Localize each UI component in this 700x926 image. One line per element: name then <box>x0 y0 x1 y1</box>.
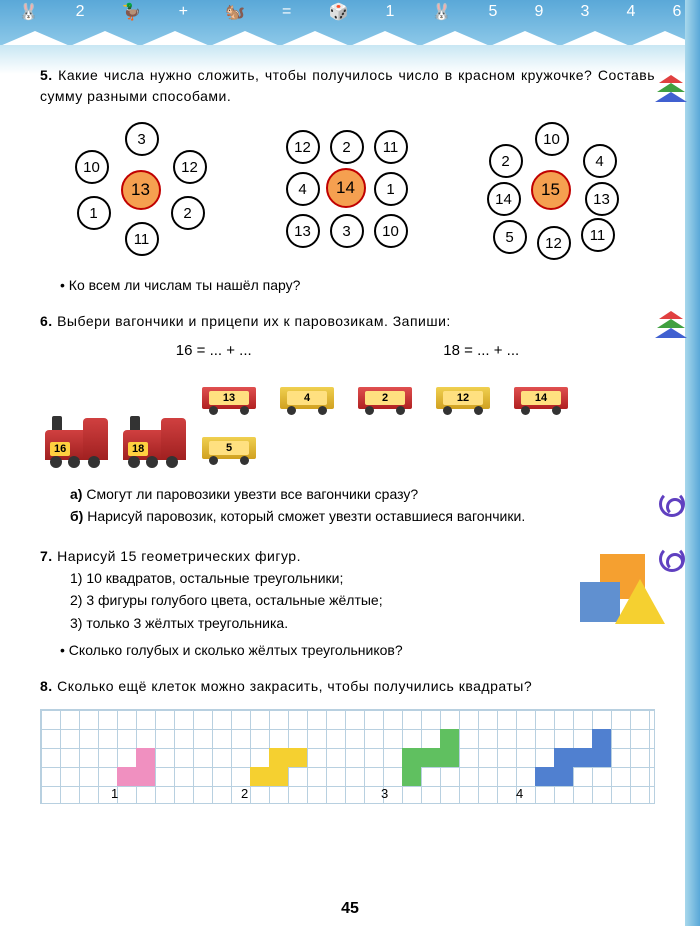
number-circle: 12 <box>173 150 207 184</box>
difficulty-icon <box>659 75 685 101</box>
task-5-followup: • Ко всем ли числам ты нашёл пару? <box>60 277 655 293</box>
task-8: 8. Сколько ещё клеток можно закрасить, ч… <box>40 676 655 804</box>
grid-cell <box>402 748 421 767</box>
task-6b: Нарисуй паровозик, который сможет увезти… <box>87 508 525 524</box>
grid-label: 2 <box>241 786 248 801</box>
task-7-item: 1) 10 квадратов, остальные треугольники; <box>70 567 655 589</box>
wagon: 5 <box>199 427 259 465</box>
grid-cell <box>136 767 155 786</box>
task-5-number: 5. <box>40 67 53 83</box>
number-cluster: 1412 2 11 4 1 13 3 10 <box>268 122 428 262</box>
number-circle: 13 <box>286 214 320 248</box>
grid-cell <box>440 729 459 748</box>
number-circle: 3 <box>330 214 364 248</box>
number-clusters: 1331012121114122114113310151024141351211 <box>40 122 655 262</box>
yellow-triangle <box>615 579 665 624</box>
number-circle: 12 <box>286 130 320 164</box>
number-circle: 1 <box>77 196 111 230</box>
grid-label: 1 <box>111 786 118 801</box>
number-circle: 13 <box>585 182 619 216</box>
task-8-body: Сколько ещё клеток можно закрасить, чтоб… <box>57 678 532 694</box>
grid-cell <box>117 767 136 786</box>
grid-puzzle: 1 2 3 4 <box>40 709 655 804</box>
number-circle: 12 <box>537 226 571 260</box>
center-circle: 14 <box>326 168 366 208</box>
equations-row: 16 = ... + ... 18 = ... + ... <box>80 342 615 359</box>
number-circle: 2 <box>171 196 205 230</box>
grid-cell <box>440 748 459 767</box>
task-7-text: 7. Нарисуй 15 геометрических фигур. <box>40 546 655 567</box>
decorative-header: 🐰2🦆+🐿️=🎲1🐰59346 <box>0 0 700 45</box>
equation-1: 16 = ... + ... <box>176 342 252 359</box>
page-number: 45 <box>341 900 359 918</box>
number-circle: 1 <box>374 172 408 206</box>
wagon: 2 <box>355 377 415 415</box>
task-5-body: Какие числа нужно сложить, чтобы получил… <box>40 67 655 104</box>
wagon: 12 <box>433 377 493 415</box>
task-8-text: 8. Сколько ещё клеток можно закрасить, ч… <box>40 676 655 697</box>
difficulty-icon <box>659 311 685 337</box>
wagon-group: 13 4 2 12 14 5 <box>196 374 616 468</box>
task-6-subitems: а) Смогут ли паровозики увезти все вагон… <box>70 483 655 528</box>
grid-cell <box>288 748 307 767</box>
number-circle: 10 <box>75 150 109 184</box>
grid-cell <box>421 748 440 767</box>
equation-2: 18 = ... + ... <box>443 342 519 359</box>
task-6-body: Выбери вагончики и прицепи их к паровози… <box>57 313 451 329</box>
task-7-body: Нарисуй 15 геометрических фигур. <box>57 548 301 564</box>
wagon: 4 <box>277 377 337 415</box>
spiral-icon <box>659 491 685 517</box>
header-icons: 🐰2🦆+🐿️=🎲1🐰59346 <box>0 2 700 22</box>
grid-cell <box>402 767 421 786</box>
grid-cell <box>269 767 288 786</box>
task-7-number: 7. <box>40 548 53 564</box>
grid-cell <box>535 767 554 786</box>
shapes-illustration <box>580 554 670 629</box>
number-circle: 5 <box>493 220 527 254</box>
number-circle: 4 <box>286 172 320 206</box>
task-6: 6. Выбери вагончики и прицепи их к паров… <box>40 311 655 528</box>
number-circle: 10 <box>535 122 569 156</box>
task-8-number: 8. <box>40 678 53 694</box>
task-7-items: 1) 10 квадратов, остальные треугольники;… <box>70 567 655 634</box>
task-7-item: 3) только 3 жёлтых треугольника. <box>70 612 655 634</box>
blue-square <box>580 582 620 622</box>
grid-cell <box>573 748 592 767</box>
number-circle: 2 <box>330 130 364 164</box>
number-circle: 14 <box>487 182 521 216</box>
wagon: 14 <box>511 377 571 415</box>
locomotive: 18 <box>118 413 188 468</box>
grid-cell <box>136 748 155 767</box>
number-circle: 11 <box>374 130 408 164</box>
grid-label: 4 <box>516 786 523 801</box>
number-circle: 11 <box>581 218 615 252</box>
number-circle: 10 <box>374 214 408 248</box>
task-7: 7. Нарисуй 15 геометрических фигур. 1) 1… <box>40 546 655 658</box>
number-circle: 2 <box>489 144 523 178</box>
number-circle: 11 <box>125 222 159 256</box>
grid-cell <box>592 748 611 767</box>
task-7-item: 2) 3 фигуры голубого цвета, остальные жё… <box>70 589 655 611</box>
task-5-text: 5. Какие числа нужно сложить, чтобы полу… <box>40 65 655 107</box>
center-circle: 15 <box>531 170 571 210</box>
number-circle: 3 <box>125 122 159 156</box>
task-7-followup: • Сколько голубых и сколько жёлтых треуг… <box>60 642 655 658</box>
wagon: 13 <box>199 377 259 415</box>
number-cluster: 15 10 2 4 14 13 5 12 11 <box>473 122 633 262</box>
task-6-number: 6. <box>40 313 53 329</box>
grid-cell <box>269 748 288 767</box>
number-cluster: 13310121211 <box>63 122 223 262</box>
grid-cell <box>554 767 573 786</box>
center-circle: 13 <box>121 170 161 210</box>
locomotive: 16 <box>40 413 110 468</box>
grid-cell <box>592 729 611 748</box>
trains-row: 16 18 13 4 2 12 14 5 <box>40 374 655 468</box>
grid-label: 3 <box>381 786 388 801</box>
grid-cell <box>554 748 573 767</box>
number-circle: 4 <box>583 144 617 178</box>
task-5: 5. Какие числа нужно сложить, чтобы полу… <box>40 65 655 293</box>
task-6a: Смогут ли паровозики увезти все вагончик… <box>86 486 418 502</box>
grid-cell <box>250 767 269 786</box>
task-6-text: 6. Выбери вагончики и прицепи их к паров… <box>40 311 655 332</box>
